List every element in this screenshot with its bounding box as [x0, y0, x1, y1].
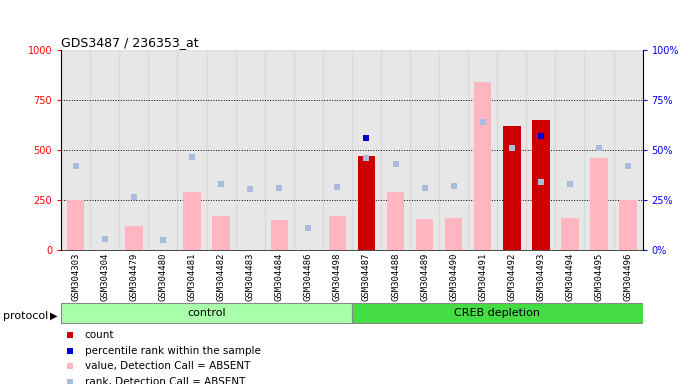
- Text: count: count: [84, 330, 114, 340]
- Bar: [120, 50, 148, 250]
- Bar: [381, 50, 410, 250]
- Bar: [416, 218, 433, 250]
- Bar: [352, 50, 381, 250]
- Bar: [358, 156, 375, 250]
- Text: GSM304494: GSM304494: [566, 252, 575, 301]
- Bar: [328, 216, 346, 250]
- Text: GSM304498: GSM304498: [333, 252, 342, 301]
- Bar: [323, 50, 352, 250]
- Bar: [619, 200, 636, 250]
- Bar: [67, 200, 84, 250]
- Text: value, Detection Call = ABSENT: value, Detection Call = ABSENT: [84, 361, 250, 371]
- Text: percentile rank within the sample: percentile rank within the sample: [84, 346, 260, 356]
- Text: GSM304304: GSM304304: [101, 252, 109, 301]
- Bar: [445, 218, 462, 250]
- Bar: [265, 50, 294, 250]
- Bar: [212, 216, 230, 250]
- Text: GSM304479: GSM304479: [129, 252, 138, 301]
- Text: GSM304496: GSM304496: [624, 252, 632, 301]
- Bar: [532, 120, 549, 250]
- Bar: [387, 192, 404, 250]
- Bar: [184, 192, 201, 250]
- Bar: [561, 218, 579, 250]
- Bar: [497, 50, 526, 250]
- Bar: [235, 50, 265, 250]
- Text: GSM304486: GSM304486: [304, 252, 313, 301]
- Text: GSM304491: GSM304491: [478, 252, 487, 301]
- Text: GSM304483: GSM304483: [245, 252, 254, 301]
- Bar: [585, 50, 613, 250]
- Bar: [613, 50, 643, 250]
- Text: GDS3487 / 236353_at: GDS3487 / 236353_at: [61, 36, 199, 49]
- Text: GSM304487: GSM304487: [362, 252, 371, 301]
- Text: GSM304488: GSM304488: [391, 252, 400, 301]
- Text: ▶: ▶: [50, 311, 57, 321]
- Text: GSM304303: GSM304303: [71, 252, 80, 301]
- Bar: [177, 50, 207, 250]
- Bar: [503, 126, 520, 250]
- Bar: [590, 158, 608, 250]
- Text: GSM304492: GSM304492: [507, 252, 516, 301]
- Text: CREB depletion: CREB depletion: [454, 308, 540, 318]
- Bar: [148, 50, 177, 250]
- Text: GSM304484: GSM304484: [275, 252, 284, 301]
- Bar: [439, 50, 468, 250]
- Text: GSM304493: GSM304493: [537, 252, 545, 301]
- Bar: [526, 50, 556, 250]
- Text: protocol: protocol: [3, 311, 49, 321]
- Bar: [556, 50, 585, 250]
- Bar: [61, 303, 352, 323]
- Bar: [61, 50, 90, 250]
- Text: GSM304480: GSM304480: [158, 252, 167, 301]
- Bar: [207, 50, 235, 250]
- Text: rank, Detection Call = ABSENT: rank, Detection Call = ABSENT: [84, 377, 245, 384]
- Text: GSM304489: GSM304489: [420, 252, 429, 301]
- Text: GSM304495: GSM304495: [594, 252, 603, 301]
- Bar: [474, 82, 492, 250]
- Bar: [90, 50, 120, 250]
- Text: GSM304490: GSM304490: [449, 252, 458, 301]
- Text: control: control: [187, 308, 226, 318]
- Bar: [125, 226, 143, 250]
- Bar: [271, 220, 288, 250]
- Bar: [468, 50, 497, 250]
- Bar: [352, 303, 643, 323]
- Text: GSM304482: GSM304482: [217, 252, 226, 301]
- Bar: [410, 50, 439, 250]
- Text: GSM304481: GSM304481: [188, 252, 197, 301]
- Bar: [294, 50, 323, 250]
